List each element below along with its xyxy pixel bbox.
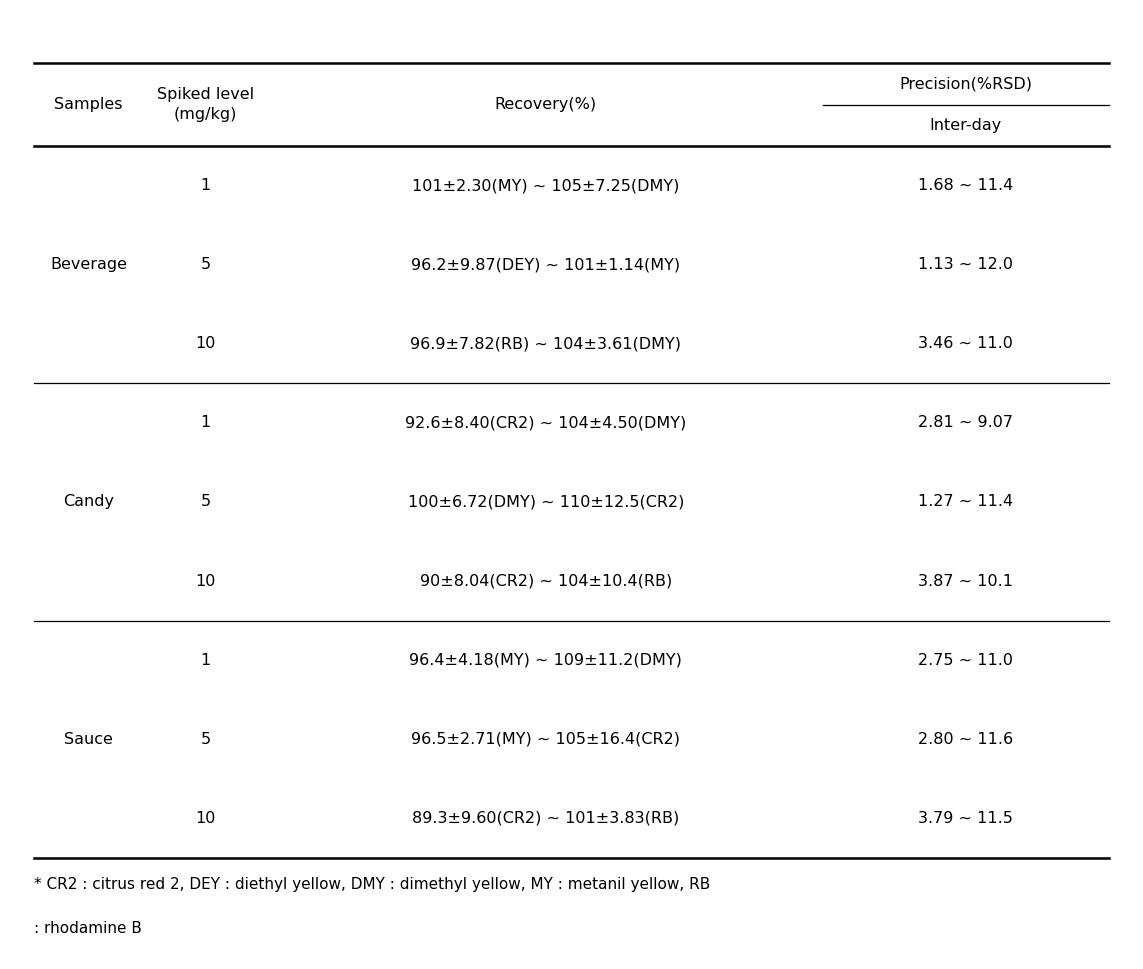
Text: 2.80 ~ 11.6: 2.80 ~ 11.6 — [918, 732, 1014, 746]
Text: 1: 1 — [201, 416, 210, 430]
Text: 96.9±7.82(RB) ~ 104±3.61(DMY): 96.9±7.82(RB) ~ 104±3.61(DMY) — [410, 336, 681, 352]
Text: 89.3±9.60(CR2) ~ 101±3.83(RB): 89.3±9.60(CR2) ~ 101±3.83(RB) — [413, 810, 679, 826]
Text: Beverage: Beverage — [50, 258, 127, 272]
Text: 10: 10 — [195, 810, 216, 826]
Text: 90±8.04(CR2) ~ 104±10.4(RB): 90±8.04(CR2) ~ 104±10.4(RB) — [419, 574, 672, 588]
Text: 96.4±4.18(MY) ~ 109±11.2(DMY): 96.4±4.18(MY) ~ 109±11.2(DMY) — [409, 652, 682, 668]
Text: 1: 1 — [201, 178, 210, 194]
Text: 1.27 ~ 11.4: 1.27 ~ 11.4 — [918, 494, 1014, 510]
Text: 92.6±8.40(CR2) ~ 104±4.50(DMY): 92.6±8.40(CR2) ~ 104±4.50(DMY) — [405, 416, 687, 430]
Text: Sauce: Sauce — [64, 732, 113, 746]
Text: Inter-day: Inter-day — [929, 118, 1002, 133]
Text: 10: 10 — [195, 574, 216, 588]
Text: 3.87 ~ 10.1: 3.87 ~ 10.1 — [918, 574, 1014, 588]
Text: 100±6.72(DMY) ~ 110±12.5(CR2): 100±6.72(DMY) ~ 110±12.5(CR2) — [408, 494, 684, 510]
Text: 5: 5 — [201, 732, 210, 746]
Text: 96.2±9.87(DEY) ~ 101±1.14(MY): 96.2±9.87(DEY) ~ 101±1.14(MY) — [411, 258, 680, 272]
Text: Recovery(%): Recovery(%) — [495, 97, 597, 112]
Text: Samples: Samples — [55, 97, 122, 112]
Text: : rhodamine B: : rhodamine B — [34, 921, 142, 935]
Text: 5: 5 — [201, 258, 210, 272]
Text: 10: 10 — [195, 336, 216, 352]
Text: 101±2.30(MY) ~ 105±7.25(DMY): 101±2.30(MY) ~ 105±7.25(DMY) — [413, 178, 679, 194]
Text: 96.5±2.71(MY) ~ 105±16.4(CR2): 96.5±2.71(MY) ~ 105±16.4(CR2) — [411, 732, 680, 746]
Text: 1.68 ~ 11.4: 1.68 ~ 11.4 — [918, 178, 1014, 194]
Text: 3.79 ~ 11.5: 3.79 ~ 11.5 — [918, 810, 1014, 826]
Text: 2.81 ~ 9.07: 2.81 ~ 9.07 — [918, 416, 1014, 430]
Text: 3.46 ~ 11.0: 3.46 ~ 11.0 — [918, 336, 1014, 352]
Text: Candy: Candy — [63, 494, 114, 510]
Text: * CR2 : citrus red 2, DEY : diethyl yellow, DMY : dimethyl yellow, MY : metanil : * CR2 : citrus red 2, DEY : diethyl yell… — [34, 877, 711, 891]
Text: 1: 1 — [201, 652, 210, 668]
Text: 1.13 ~ 12.0: 1.13 ~ 12.0 — [918, 258, 1014, 272]
Text: Spiked level
(mg/kg): Spiked level (mg/kg) — [158, 87, 254, 122]
Text: 5: 5 — [201, 494, 210, 510]
Text: 2.75 ~ 11.0: 2.75 ~ 11.0 — [918, 652, 1014, 668]
Text: Precision(%RSD): Precision(%RSD) — [900, 77, 1032, 91]
